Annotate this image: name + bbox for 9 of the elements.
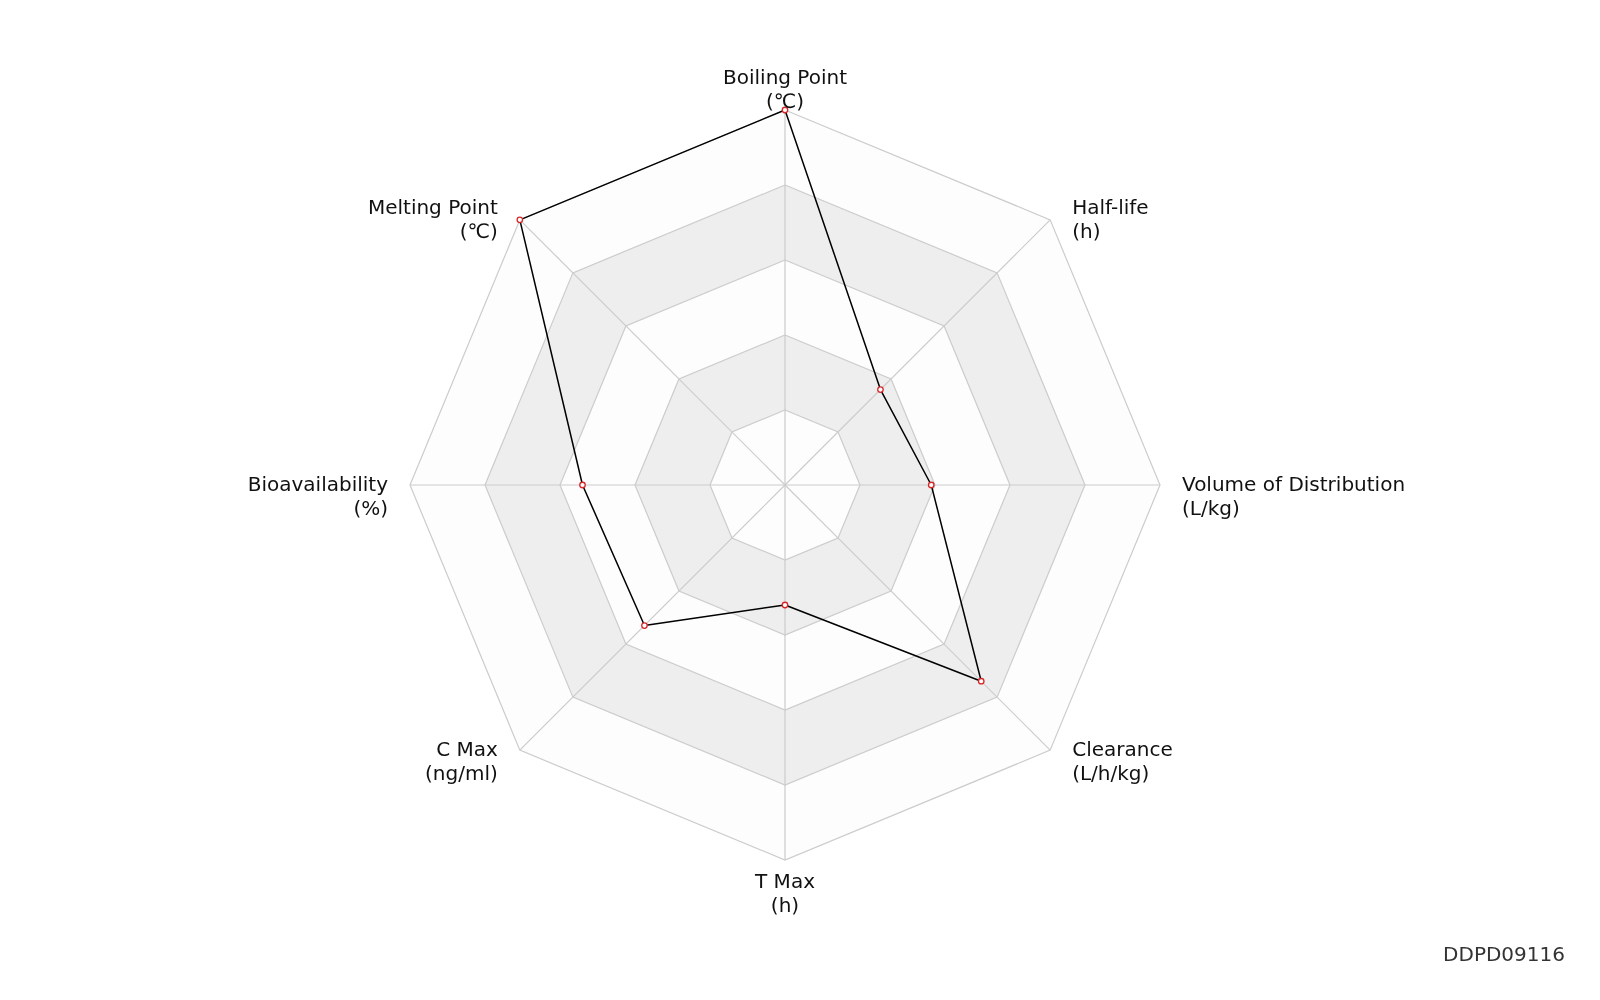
spoke-label: T Max (h)	[754, 869, 816, 917]
spoke-label: Volume of Distribution (L/kg)	[1182, 472, 1406, 520]
spoke-label: C Max (ng/ml)	[425, 737, 498, 786]
text: DDPD09116	[1443, 942, 1565, 966]
spoke-label: Melting Point (℃)	[367, 194, 498, 243]
spoke-label: Boiling Point (℃)	[722, 65, 848, 113]
spoke-label: Clearance (L/h/kg)	[1072, 737, 1173, 786]
spoke-label: Bioavailability (%)	[247, 472, 389, 520]
spoke-label: Half-life (h)	[1072, 194, 1149, 243]
